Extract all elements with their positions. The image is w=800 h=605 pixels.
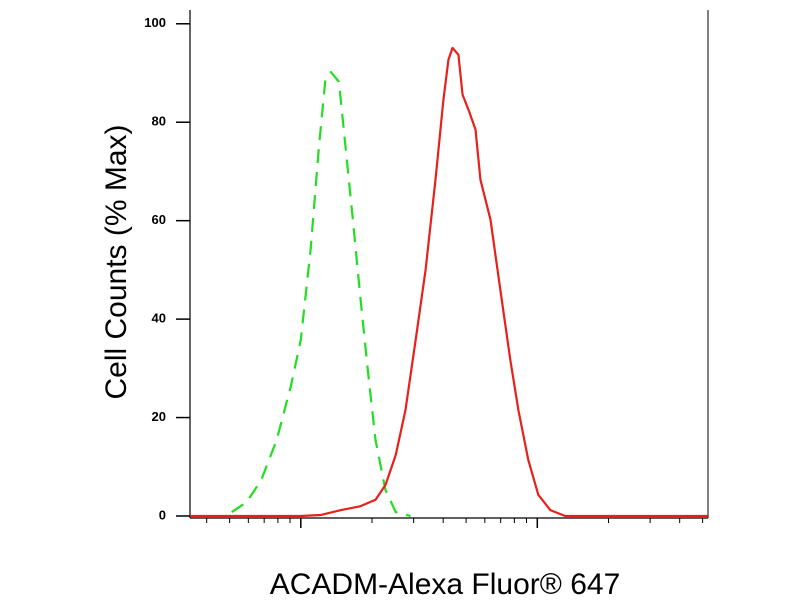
y-tick-label: 20 xyxy=(152,409,166,424)
y-tick-label: 40 xyxy=(152,311,166,326)
series-line xyxy=(231,70,411,518)
y-tick-label: 80 xyxy=(152,114,166,129)
y-tick-label: 100 xyxy=(144,15,166,30)
x-axis-label: ACADM-Alexa Fluor® 647 xyxy=(270,568,621,600)
y-tick-label: 60 xyxy=(152,212,166,227)
y-axis-label: Cell Counts (% Max) xyxy=(100,124,133,399)
series-line xyxy=(190,46,708,518)
y-tick-label: 0 xyxy=(159,507,166,522)
